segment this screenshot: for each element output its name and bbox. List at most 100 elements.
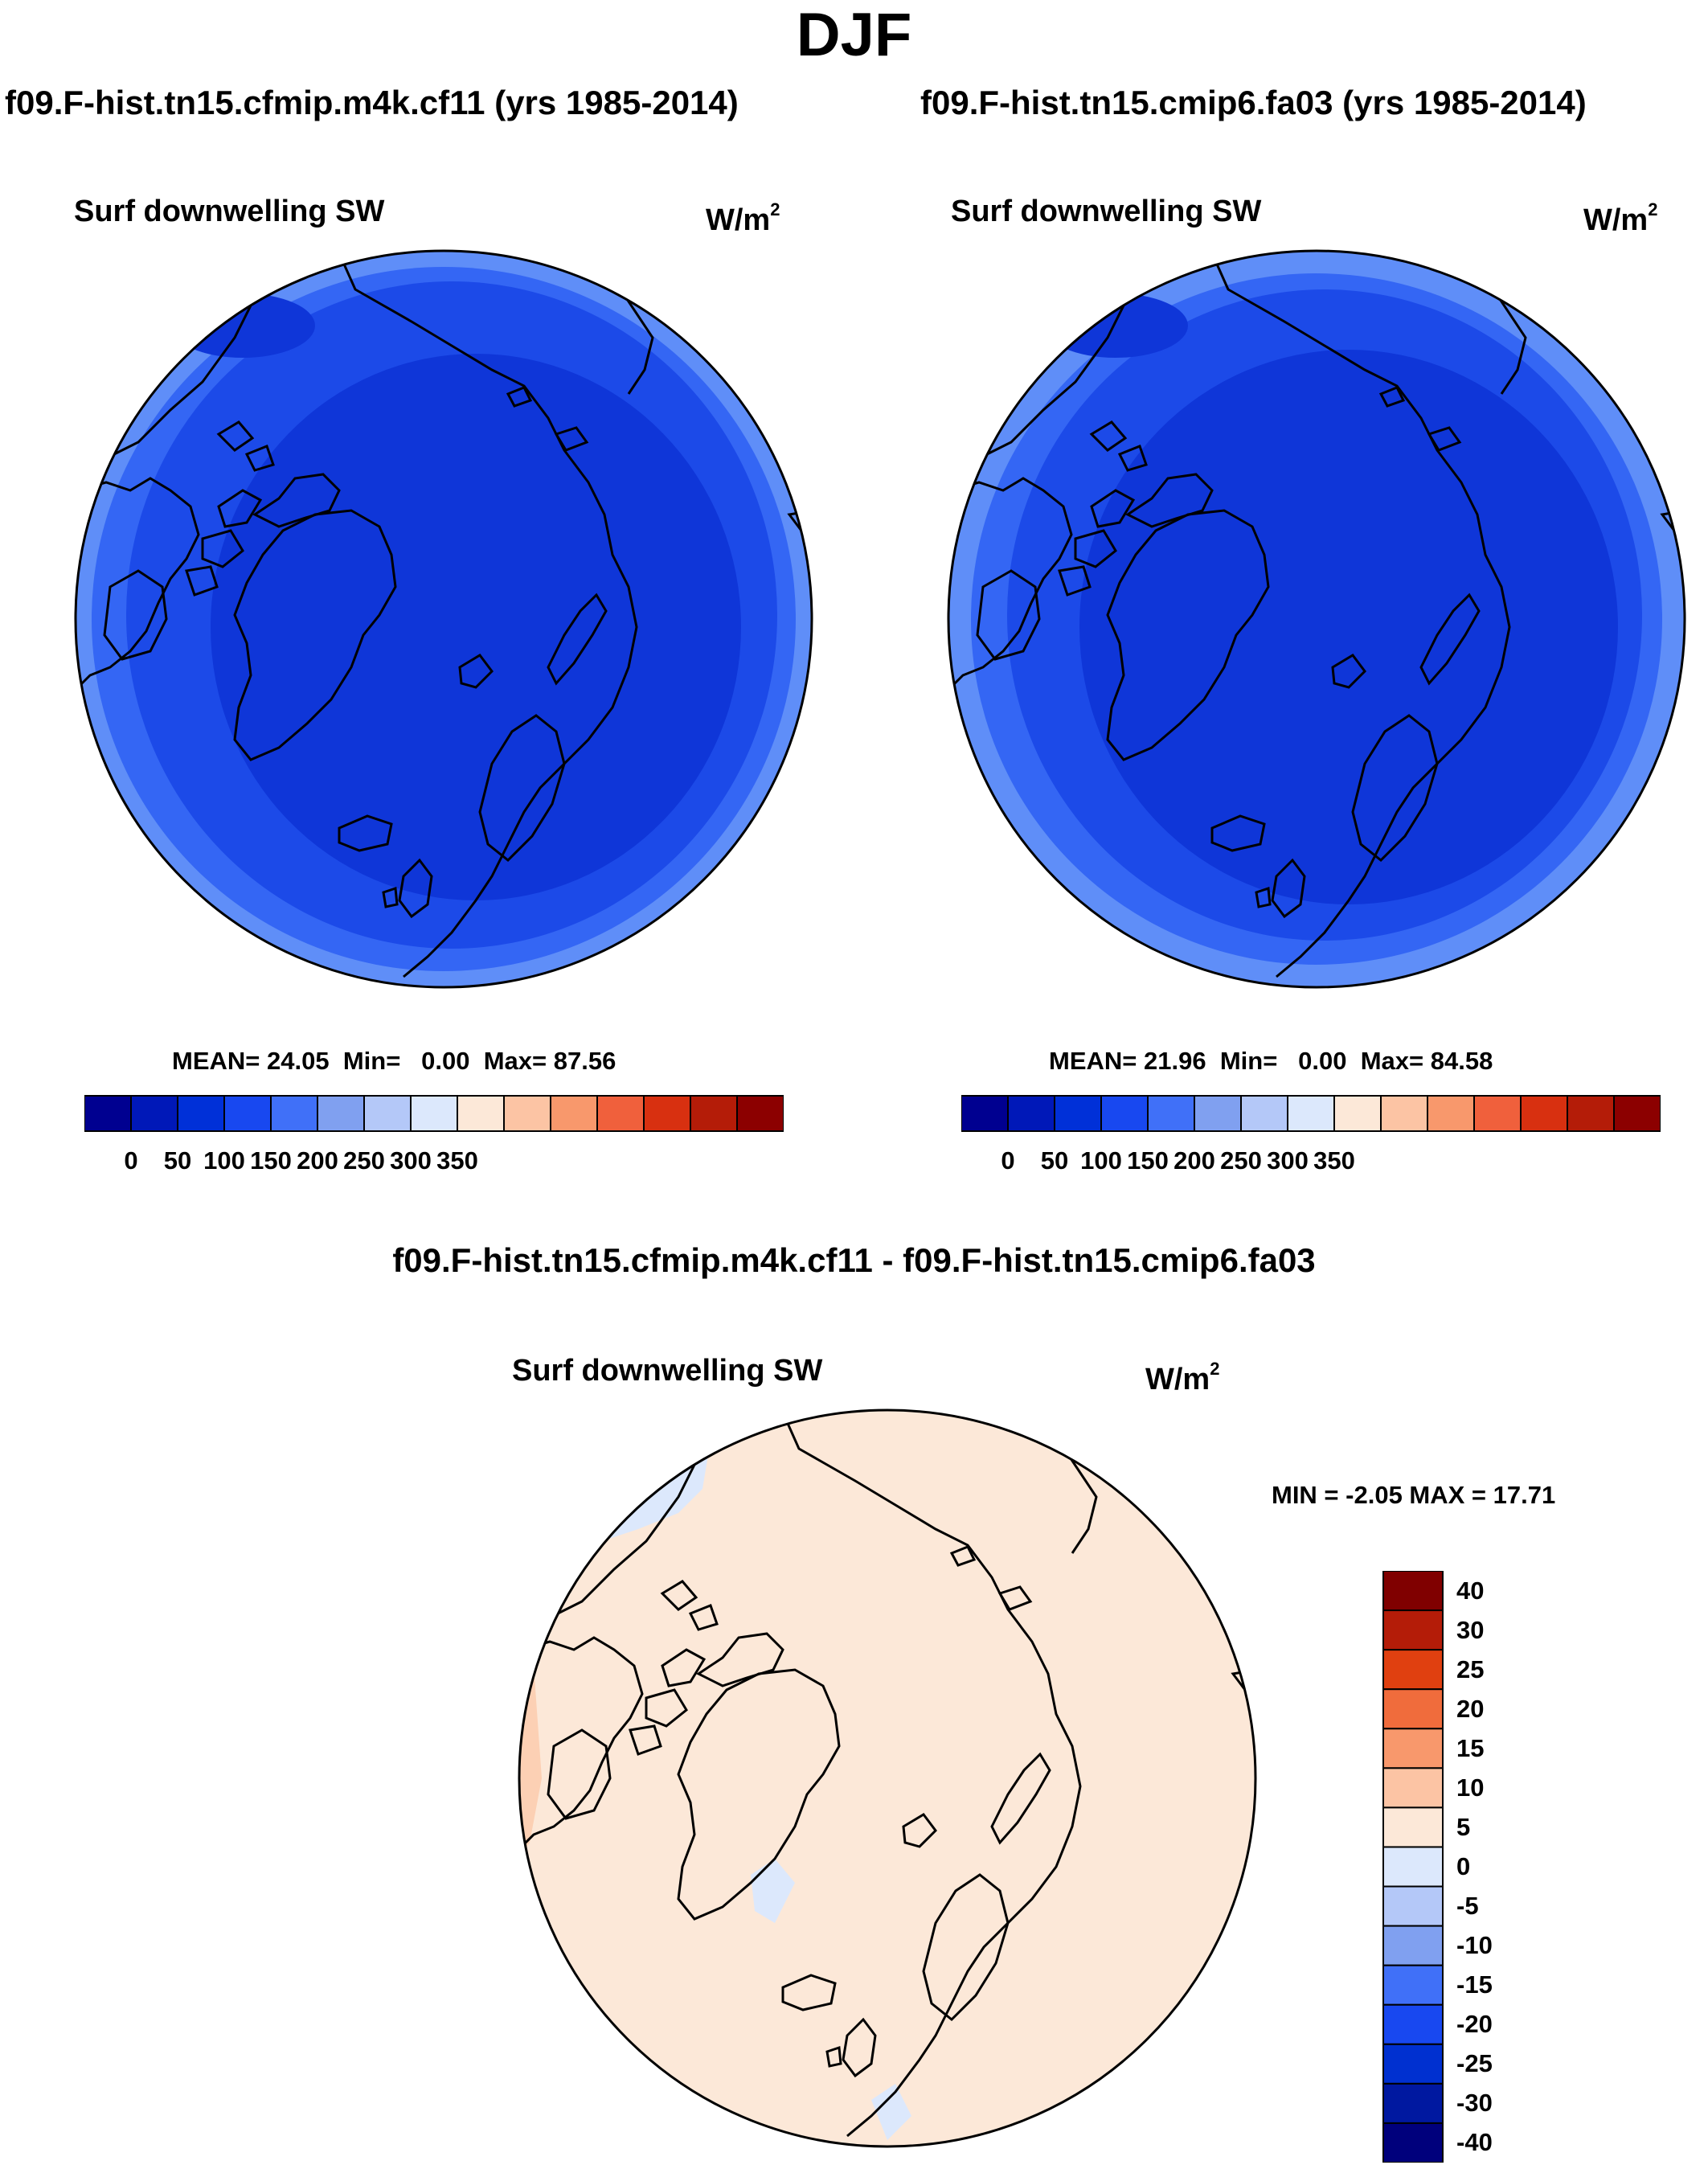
difference-colorbar-box xyxy=(1382,2082,1444,2124)
panel-right-colorbar-box xyxy=(1007,1095,1055,1132)
difference-colorbar-label: 15 xyxy=(1456,1733,1485,1762)
panel-left-colorbar-box xyxy=(503,1095,551,1132)
panel-right-map xyxy=(947,249,1686,989)
panel-right-stats: MEAN= 21.96 Min= 0.00 Max= 84.58 xyxy=(1049,1047,1493,1075)
difference-colorbar-label: -40 xyxy=(1456,2128,1493,2157)
panel-right-colorbar-box xyxy=(1240,1095,1288,1132)
panel-right-colorbar-label: 150 xyxy=(1127,1146,1169,1175)
panel-left-colorbar-label: 50 xyxy=(163,1146,192,1175)
panel-left-colorbar-label: 150 xyxy=(250,1146,292,1175)
panel-right-colorbar-box xyxy=(1427,1095,1475,1132)
difference-colorbar-box xyxy=(1382,1846,1444,1888)
map-outline xyxy=(74,249,813,989)
panel-right-colorbar-box xyxy=(1380,1095,1428,1132)
map-outline xyxy=(947,249,1686,989)
difference-colorbar-box xyxy=(1382,1688,1444,1730)
difference-colorbar-label: 25 xyxy=(1456,1655,1485,1683)
difference-colorbar-label: -5 xyxy=(1456,1892,1479,1921)
difference-colorbar-label: -30 xyxy=(1456,2089,1493,2118)
difference-colorbar-box xyxy=(1382,1571,1444,1612)
difference-colorbar-label: 10 xyxy=(1456,1773,1485,1802)
difference-colorbar-box xyxy=(1382,2043,1444,2085)
panel-right-colorbar-box xyxy=(1333,1095,1382,1132)
map-fill-inner xyxy=(211,354,741,900)
difference-colorbar-label: -10 xyxy=(1456,1931,1493,1960)
difference-colorbar xyxy=(1382,1571,1444,2163)
difference-colorbar-box xyxy=(1382,1728,1444,1769)
difference-colorbar-box xyxy=(1382,1767,1444,1809)
panel-left-colorbar-box xyxy=(410,1095,458,1132)
panel-left-colorbar-box xyxy=(596,1095,645,1132)
panel-right-colorbar-box xyxy=(1100,1095,1149,1132)
difference-minmax: MIN = -2.05 MAX = 17.71 xyxy=(1272,1481,1556,1509)
difference-colorbar-label: -20 xyxy=(1456,2010,1493,2039)
panel-right-colorbar-box xyxy=(1613,1095,1661,1132)
difference-colorbar-box xyxy=(1382,2122,1444,2163)
difference-colorbar-label: 40 xyxy=(1456,1576,1485,1605)
panel-left-run-title: f09.F-hist.tn15.cfmip.m4k.cf11 (yrs 1985… xyxy=(5,84,739,121)
difference-colorbar-label: -15 xyxy=(1456,1970,1493,1999)
difference-colorbar-label: 30 xyxy=(1456,1615,1485,1644)
difference-colorbar-box xyxy=(1382,1806,1444,1848)
panel-left-colorbar-box xyxy=(550,1095,598,1132)
difference-colorbar-label: 5 xyxy=(1456,1812,1471,1841)
panel-right-colorbar-label: 50 xyxy=(1040,1146,1069,1175)
difference-colorbar-box xyxy=(1382,1885,1444,1927)
map-fill-base xyxy=(519,1410,1255,2147)
panel-right-colorbar-box xyxy=(1567,1095,1615,1132)
panel-left-variable-title: Surf downwelling SW xyxy=(74,195,385,228)
difference-colorbar-box xyxy=(1382,1964,1444,2006)
panel-left-map xyxy=(74,249,813,989)
panel-right-colorbar-box xyxy=(1194,1095,1242,1132)
panel-right-run-title: f09.F-hist.tn15.cmip6.fa03 (yrs 1985-201… xyxy=(920,84,1587,121)
panel-right-colorbar xyxy=(961,1095,1661,1132)
panel-right-colorbar-box xyxy=(1287,1095,1335,1132)
difference-colorbar-label: 0 xyxy=(1456,1852,1471,1880)
map-fill-patch xyxy=(1043,293,1188,358)
panel-left-colorbar-box xyxy=(317,1095,365,1132)
map-fill-inner xyxy=(1079,350,1618,904)
difference-colorbar-box xyxy=(1382,1925,1444,1966)
panel-left-colorbar-box xyxy=(457,1095,505,1132)
map-fill-negative-south xyxy=(871,2084,911,2140)
map-fill-negative-greenland xyxy=(751,1859,795,1923)
difference-map xyxy=(518,1408,1257,2148)
panel-left-colorbar-label: 100 xyxy=(203,1146,245,1175)
panel-left-colorbar-box xyxy=(130,1095,178,1132)
map-outline xyxy=(518,1408,1257,2148)
panel-left-units: W/m2 xyxy=(706,199,780,237)
panel-left-colorbar-label: 300 xyxy=(390,1146,432,1175)
panel-right-colorbar-box xyxy=(1473,1095,1522,1132)
difference-title: f09.F-hist.tn15.cfmip.m4k.cf11 - f09.F-h… xyxy=(392,1241,1316,1279)
panel-left-colorbar-box xyxy=(84,1095,132,1132)
panel-right-units: W/m2 xyxy=(1583,199,1658,237)
panel-left-colorbar-box xyxy=(690,1095,738,1132)
panel-right-colorbar-label: 350 xyxy=(1313,1146,1355,1175)
panel-left-colorbar-label: 200 xyxy=(297,1146,338,1175)
panel-left-colorbar-label: 0 xyxy=(124,1146,138,1175)
page-title: DJF xyxy=(796,1,912,69)
panel-left-colorbar-box xyxy=(270,1095,318,1132)
panel-left-colorbar xyxy=(84,1095,784,1132)
panel-right-variable-title: Surf downwelling SW xyxy=(951,195,1262,228)
difference-units: W/m2 xyxy=(1145,1359,1220,1396)
panel-left-stats: MEAN= 24.05 Min= 0.00 Max= 87.56 xyxy=(172,1047,616,1075)
panel-left-colorbar-box xyxy=(223,1095,272,1132)
panel-left-colorbar-box xyxy=(177,1095,225,1132)
difference-colorbar-box xyxy=(1382,1649,1444,1691)
panel-right-colorbar-box xyxy=(961,1095,1009,1132)
panel-right-colorbar-label: 200 xyxy=(1173,1146,1215,1175)
difference-colorbar-label: 20 xyxy=(1456,1694,1485,1723)
panel-left-colorbar-box xyxy=(643,1095,691,1132)
panel-right-colorbar-label: 300 xyxy=(1267,1146,1309,1175)
panel-left-colorbar-box xyxy=(736,1095,784,1132)
panel-right-colorbar-label: 250 xyxy=(1220,1146,1262,1175)
panel-right-colorbar-box xyxy=(1520,1095,1568,1132)
panel-right-colorbar-label: 0 xyxy=(1001,1146,1015,1175)
difference-colorbar-label: -25 xyxy=(1456,2049,1493,2078)
map-fill-positive-max xyxy=(1128,2092,1255,2147)
panel-left-colorbar-label: 250 xyxy=(343,1146,385,1175)
map-fill-patch xyxy=(170,293,315,358)
panel-left-colorbar-box xyxy=(363,1095,412,1132)
difference-colorbar-box xyxy=(1382,2003,1444,2045)
